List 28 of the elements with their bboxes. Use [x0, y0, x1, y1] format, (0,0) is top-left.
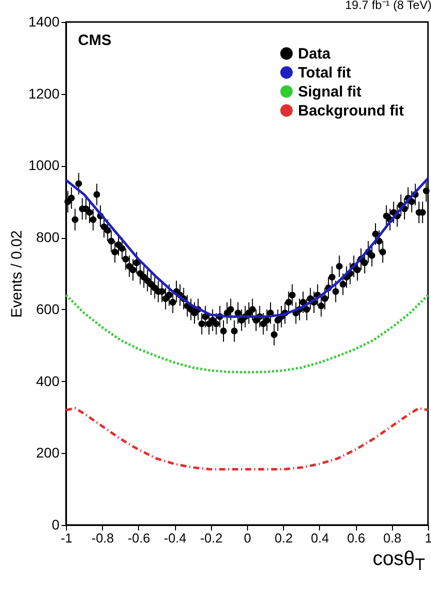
x-tick-label: 0.4	[310, 530, 329, 546]
x-tick-label: -1	[60, 530, 72, 546]
x-tick-label: 0	[244, 530, 252, 546]
x-tick-label: 0.6	[347, 530, 366, 546]
x-tick-label: 0.8	[383, 530, 402, 546]
x-tick-label: 0.2	[274, 530, 293, 546]
legend-label: Data	[298, 46, 332, 62]
y-tick-label: 0	[52, 516, 60, 532]
x-tick-label: -0.4	[164, 530, 186, 546]
x-tick-label: -0.2	[200, 530, 223, 546]
y-tick-label: 400	[36, 372, 60, 389]
y-tick-label: 600	[36, 300, 60, 317]
x-axis-title: cosθ$_{T}$	[372, 548, 425, 575]
legend-label: Total fit	[298, 64, 352, 82]
y-axis-title: Events / 0.02	[8, 230, 26, 318]
chart-title: 19.7 fb⁻¹ (8 TeV)	[345, 0, 431, 12]
line-series	[64, 294, 430, 374]
y-tick-label: 800	[36, 229, 60, 246]
x-tick-label: -0.6	[128, 530, 150, 546]
y-tick-label: 1000	[28, 157, 60, 174]
legend-label: Background fit	[298, 102, 404, 120]
legend-label: Signal fit	[298, 84, 362, 100]
line-series	[64, 406, 430, 471]
y-tick-label: 1200	[28, 85, 60, 102]
annotation: CMS	[78, 32, 112, 49]
y-tick-label: 1400	[28, 14, 60, 30]
x-tick-label: -0.8	[91, 530, 114, 546]
y-tick-label: 200	[36, 444, 60, 461]
